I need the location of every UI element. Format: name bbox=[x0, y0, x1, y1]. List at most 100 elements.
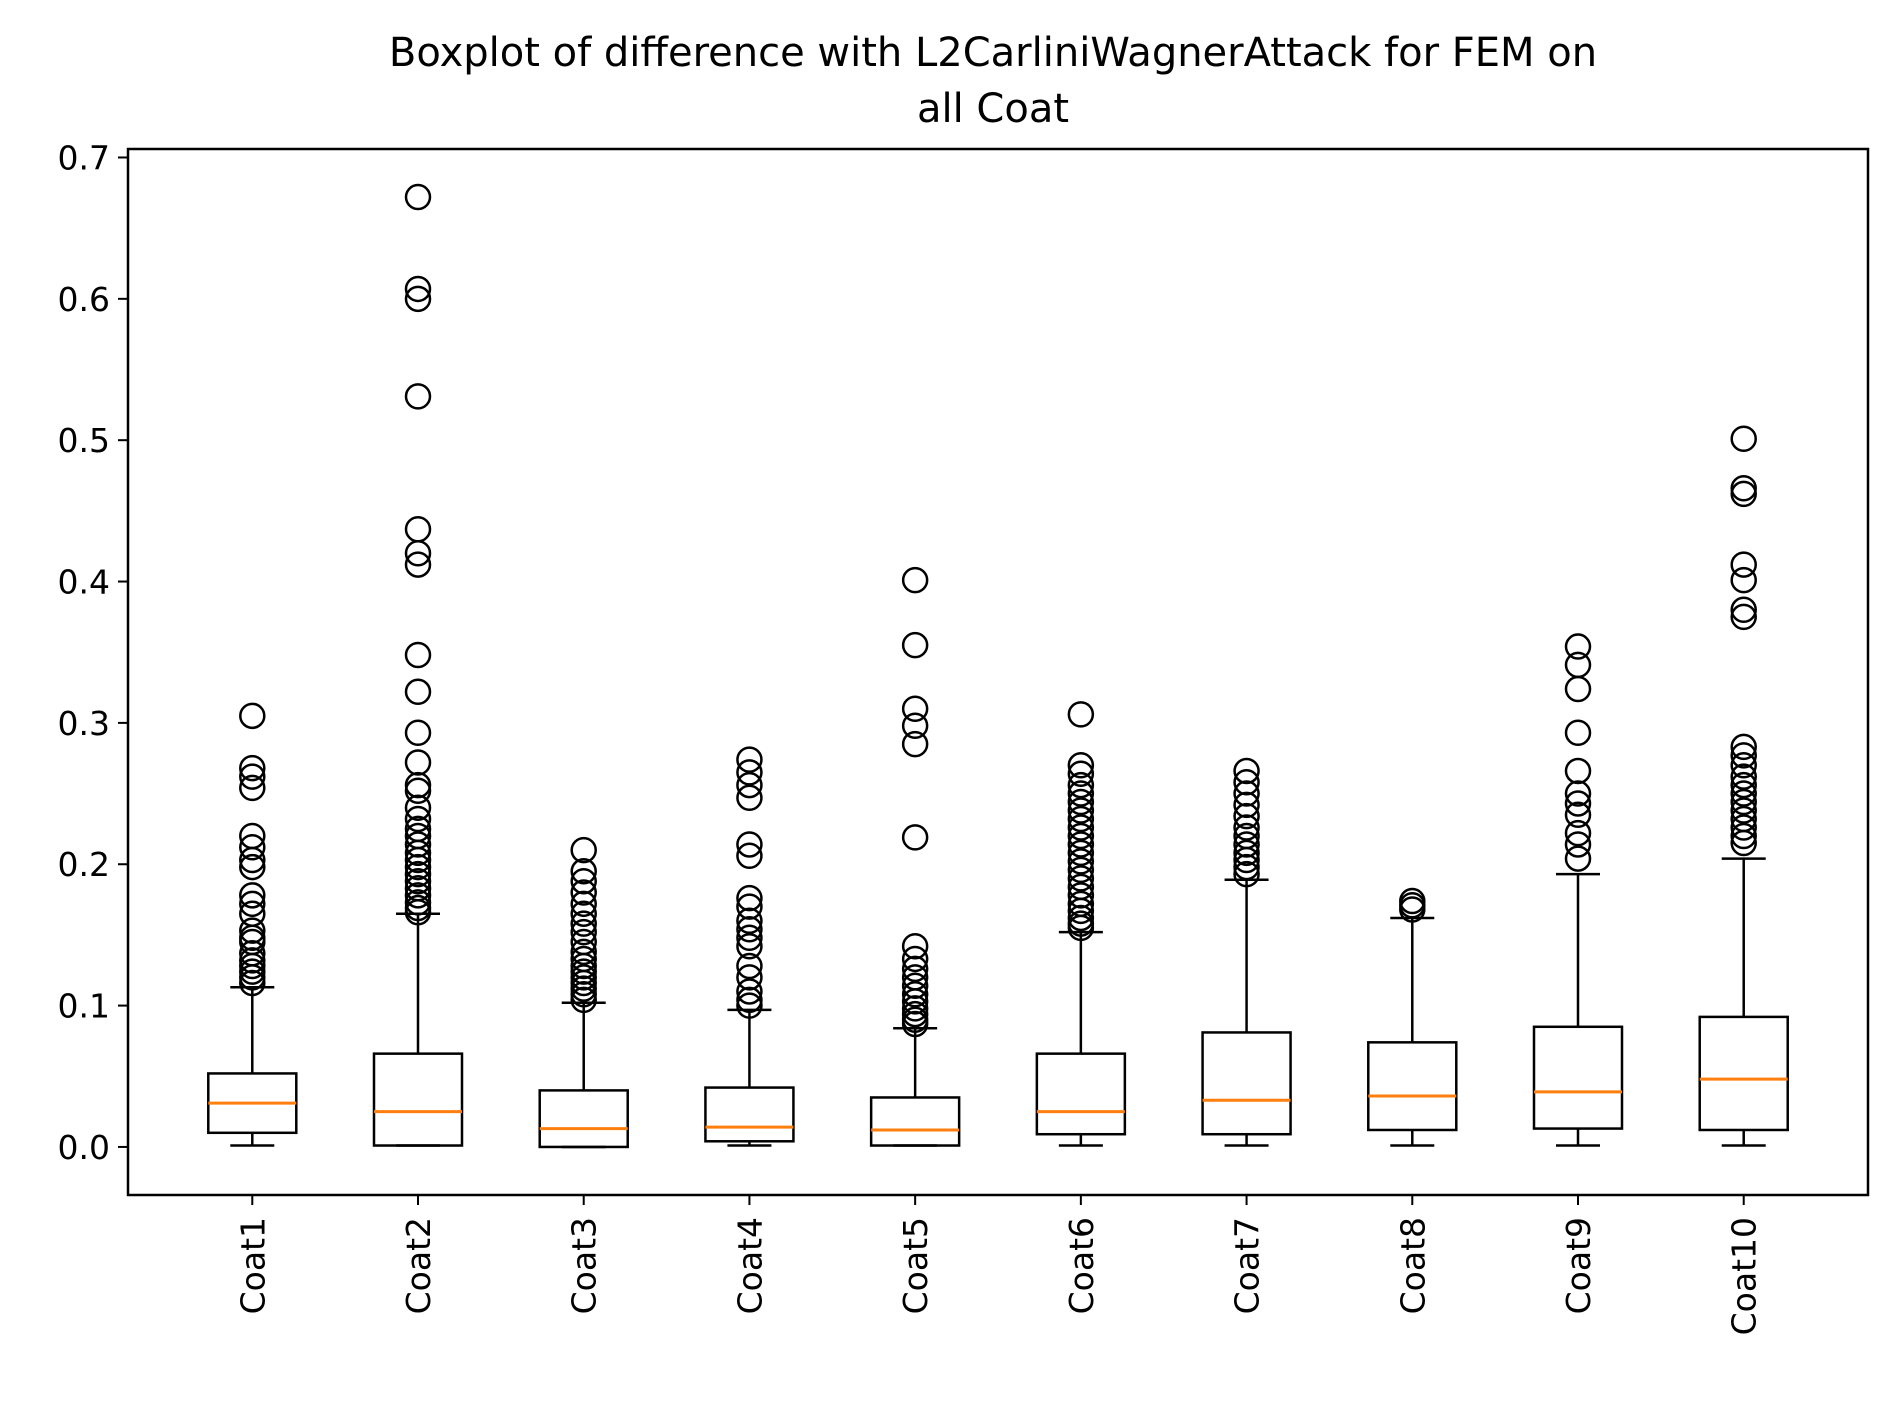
y-tick-label-7: 0.7 bbox=[58, 138, 110, 177]
flier-coat6-8 bbox=[1067, 814, 1095, 841]
flier-coat1-3 bbox=[239, 774, 266, 802]
flier-coat9-3 bbox=[1564, 719, 1592, 747]
flier-coat10-16 bbox=[1730, 814, 1757, 841]
flier-coat10-1 bbox=[1730, 474, 1757, 502]
box-coat7 bbox=[1201, 1031, 1292, 1136]
flier-coat3-16 bbox=[570, 981, 597, 1008]
flier-coat10-12 bbox=[1730, 780, 1757, 807]
flier-coat6-13 bbox=[1067, 856, 1095, 884]
flier-coat2-22 bbox=[404, 867, 432, 895]
flier-coat10-9 bbox=[1730, 752, 1757, 779]
box-coat6 bbox=[1035, 1052, 1127, 1136]
flier-coat3-7 bbox=[570, 918, 597, 946]
flier-coat2-24 bbox=[404, 882, 432, 909]
flier-coat6-1 bbox=[1067, 752, 1095, 779]
flier-coat10-11 bbox=[1730, 771, 1757, 799]
flier-coat3-15 bbox=[570, 975, 597, 1002]
flier-coat9-0 bbox=[1564, 633, 1592, 660]
flier-coat1-11 bbox=[239, 917, 266, 944]
flier-coat10-18 bbox=[1730, 829, 1757, 857]
flier-coat4-9 bbox=[736, 916, 763, 943]
flier-coat1-0 bbox=[239, 702, 266, 730]
box-coat3 bbox=[538, 1089, 629, 1149]
flier-coat5-12 bbox=[901, 988, 929, 1015]
flier-coat3-14 bbox=[570, 969, 597, 997]
y-tick-label-0: 0.0 bbox=[58, 1128, 110, 1167]
flier-coat9-5 bbox=[1564, 780, 1592, 807]
flier-coat7-1 bbox=[1233, 769, 1260, 796]
flier-coat9-9 bbox=[1564, 831, 1592, 858]
flier-coat6-19 bbox=[1067, 904, 1095, 932]
flier-coat3-1 bbox=[570, 858, 597, 885]
x-tick-label-coat1: Coat1 bbox=[233, 1217, 272, 1314]
y-tick-label-1: 0.1 bbox=[58, 987, 110, 1026]
flier-coat2-27 bbox=[404, 899, 432, 926]
x-tick-label-coat6: Coat6 bbox=[1062, 1217, 1101, 1314]
flier-coat9-10 bbox=[1564, 845, 1592, 872]
flier-coat5-13 bbox=[901, 995, 929, 1022]
y-tick-label-4: 0.4 bbox=[58, 563, 110, 602]
flier-coat2-8 bbox=[404, 678, 432, 706]
flier-coat3-5 bbox=[570, 900, 597, 927]
flier-coat3-17 bbox=[570, 986, 597, 1014]
flier-coat4-13 bbox=[736, 964, 763, 991]
flier-coat10-7 bbox=[1730, 733, 1757, 761]
y-tick-label-3: 0.3 bbox=[58, 704, 110, 743]
flier-coat4-0 bbox=[736, 746, 763, 773]
flier-coat3-12 bbox=[570, 958, 597, 985]
flier-coat4-16 bbox=[736, 992, 763, 1019]
flier-coat5-4 bbox=[901, 730, 929, 758]
flier-coat6-16 bbox=[1067, 882, 1095, 909]
y-tick-label-6: 0.6 bbox=[58, 280, 110, 319]
flier-coat3-3 bbox=[570, 879, 597, 906]
flier-coat3-9 bbox=[570, 938, 597, 966]
flier-coat1-19 bbox=[239, 969, 266, 997]
flier-coat9-6 bbox=[1564, 790, 1592, 817]
flier-coat1-5 bbox=[239, 834, 266, 861]
flier-coat5-11 bbox=[901, 981, 929, 1008]
box-coat8 bbox=[1367, 1041, 1458, 1132]
flier-coat3-4 bbox=[570, 890, 597, 918]
flier-coat5-14 bbox=[901, 1000, 929, 1028]
flier-coat6-4 bbox=[1067, 780, 1095, 807]
flier-coat3-0 bbox=[570, 836, 597, 864]
chart-title-line-2: all Coat bbox=[917, 86, 1069, 132]
flier-coat7-5 bbox=[1233, 814, 1260, 841]
flier-coat2-18 bbox=[404, 839, 432, 867]
flier-coat4-14 bbox=[736, 978, 763, 1005]
flier-coat6-0 bbox=[1067, 701, 1095, 728]
flier-coat4-7 bbox=[736, 893, 763, 920]
flier-coat9-4 bbox=[1564, 757, 1592, 785]
flier-coat2-7 bbox=[404, 641, 432, 669]
x-tick-label-coat7: Coat7 bbox=[1228, 1217, 1267, 1314]
flier-coat1-18 bbox=[239, 964, 266, 991]
y-tick-label-5: 0.5 bbox=[58, 421, 110, 460]
flier-coat1-6 bbox=[239, 846, 266, 874]
flier-coat7-0 bbox=[1233, 757, 1260, 785]
flier-coat2-17 bbox=[404, 831, 432, 858]
flier-coat2-13 bbox=[404, 794, 432, 821]
flier-coat7-7 bbox=[1233, 831, 1260, 858]
flier-coat1-16 bbox=[239, 952, 266, 980]
flier-coat1-2 bbox=[239, 763, 266, 790]
flier-coat6-18 bbox=[1067, 897, 1095, 925]
flier-coat4-12 bbox=[736, 952, 763, 980]
flier-coat10-3 bbox=[1730, 551, 1757, 578]
flier-coat2-25 bbox=[404, 889, 432, 916]
flier-coat5-8 bbox=[901, 955, 929, 983]
flier-coat2-12 bbox=[404, 777, 432, 804]
x-tick-label-coat4: Coat4 bbox=[730, 1217, 769, 1314]
flier-coat2-20 bbox=[404, 853, 432, 881]
flier-coat7-2 bbox=[1233, 780, 1260, 807]
flier-coat5-10 bbox=[901, 972, 929, 1000]
flier-coat2-9 bbox=[404, 719, 432, 747]
flier-coat6-12 bbox=[1067, 848, 1095, 875]
flier-coat2-6 bbox=[404, 551, 432, 578]
flier-coat6-9 bbox=[1067, 822, 1095, 850]
x-tick-label-coat3: Coat3 bbox=[565, 1217, 604, 1314]
box-coat4 bbox=[704, 1086, 795, 1143]
x-tick-label-coat5: Coat5 bbox=[896, 1217, 935, 1314]
chart-title-line-1: Boxplot of difference with L2CarliniWagn… bbox=[389, 30, 1597, 76]
x-tick-label-coat2: Coat2 bbox=[399, 1217, 438, 1314]
